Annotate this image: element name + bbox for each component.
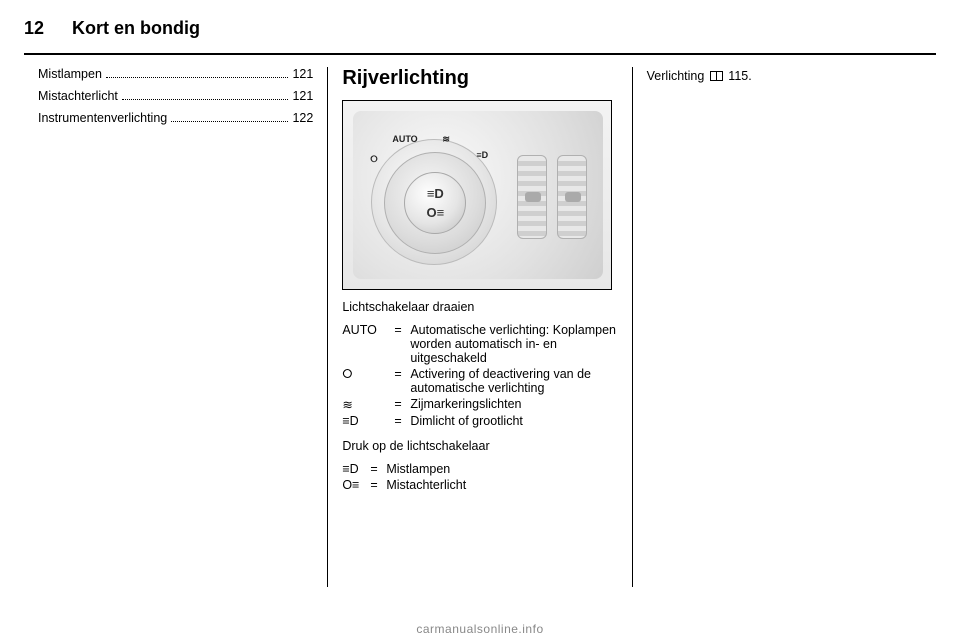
- fog-rear-icon: O≡: [426, 205, 444, 220]
- dial-mark-auto: AUTO: [392, 134, 417, 144]
- def-symbol-fog-rear-icon: O≡: [342, 477, 370, 493]
- dial-knob: ≡D O≡: [404, 172, 466, 234]
- toc-label: Mistlampen: [38, 67, 102, 81]
- crossref-prefix: Verlichting: [647, 69, 708, 83]
- def-symbol-headlights-icon: ≡D: [342, 413, 394, 429]
- toc-label: Mistachterlicht: [38, 89, 118, 103]
- thumbwheel-leveling: [517, 155, 547, 239]
- toc-label: Instrumentenverlichting: [38, 111, 167, 125]
- def-equals: =: [370, 477, 386, 493]
- def-symbol-fog-front-icon: ≡D: [342, 461, 370, 477]
- page: 12 Kort en bondig Mistlampen 121 Mistach…: [0, 0, 960, 642]
- fog-front-icon: ≡D: [427, 186, 444, 201]
- toc-line: Mistlampen 121: [38, 67, 313, 81]
- def-desc: Activering of deactivering van de automa…: [410, 366, 617, 396]
- def-symbol-off-icon: ⭘: [342, 366, 394, 396]
- chapter-title: Kort en bondig: [72, 18, 200, 39]
- page-number: 12: [24, 18, 44, 39]
- watermark: carmanualsonline.info: [0, 622, 960, 636]
- caption-press: Druk op de lichtschakelaar: [342, 439, 617, 453]
- caption-rotate: Lichtschakelaar draaien: [342, 300, 617, 314]
- def-equals: =: [394, 413, 410, 429]
- toc-leader: [122, 99, 289, 100]
- toc-line: Mistachterlicht 121: [38, 89, 313, 103]
- def-row: ≡D = Mistlampen: [342, 461, 617, 477]
- toc-line: Instrumentenverlichting 122: [38, 111, 313, 125]
- toc-leader: [171, 121, 288, 122]
- def-row: ≡D = Dimlicht of grootlicht: [342, 413, 617, 429]
- toc-page: 121: [292, 89, 313, 103]
- dial-mark-headlights-icon: ≡D: [476, 150, 488, 160]
- column-3: Verlichting 115.: [632, 67, 936, 587]
- def-desc: Dimlicht of grootlicht: [410, 413, 617, 429]
- light-switch-illustration: ⭘ AUTO ≋ ≡D ≡D O≡: [342, 100, 612, 290]
- dashboard-panel: ⭘ AUTO ≋ ≡D ≡D O≡: [353, 111, 603, 279]
- toc-page: 122: [292, 111, 313, 125]
- light-dial: ⭘ AUTO ≋ ≡D ≡D O≡: [371, 139, 497, 265]
- def-desc: Automatische verlichting: Koplampen word…: [410, 322, 617, 366]
- page-header: 12 Kort en bondig: [24, 18, 936, 39]
- section-title: Rijverlichting: [342, 67, 617, 90]
- header-rule: [24, 53, 936, 55]
- thumbwheel-dimmer: [557, 155, 587, 239]
- def-equals: =: [394, 322, 410, 366]
- def-symbol-sidelights-icon: ≋: [342, 396, 394, 413]
- def-equals: =: [370, 461, 386, 477]
- def-equals: =: [394, 366, 410, 396]
- manual-ref-icon: [710, 71, 723, 81]
- column-1: Mistlampen 121 Mistachterlicht 121 Instr…: [24, 67, 327, 587]
- def-symbol: AUTO: [342, 322, 394, 366]
- crossref-line: Verlichting 115.: [647, 69, 752, 83]
- def-row: O≡ = Mistachterlicht: [342, 477, 617, 493]
- definitions-rotate: AUTO = Automatische verlichting: Koplamp…: [342, 322, 617, 429]
- toc-leader: [106, 77, 289, 78]
- def-row: ≋ = Zijmarkeringslichten: [342, 396, 617, 413]
- def-desc: Mistachterlicht: [386, 477, 617, 493]
- dial-mark-off-icon: ⭘: [370, 154, 377, 165]
- column-2: Rijverlichting ⭘ AUTO ≋ ≡D ≡D O≡: [327, 67, 631, 587]
- toc-page: 121: [292, 67, 313, 81]
- def-desc: Mistlampen: [386, 461, 617, 477]
- def-row: AUTO = Automatische verlichting: Koplamp…: [342, 322, 617, 366]
- columns: Mistlampen 121 Mistachterlicht 121 Instr…: [24, 67, 936, 587]
- def-equals: =: [394, 396, 410, 413]
- definitions-press: ≡D = Mistlampen O≡ = Mistachterlicht: [342, 461, 617, 493]
- def-desc: Zijmarkeringslichten: [410, 396, 617, 413]
- def-row: ⭘ = Activering of deactivering van de au…: [342, 366, 617, 396]
- dial-mark-sidelights-icon: ≋: [442, 134, 450, 145]
- crossref-page: 115.: [728, 69, 751, 83]
